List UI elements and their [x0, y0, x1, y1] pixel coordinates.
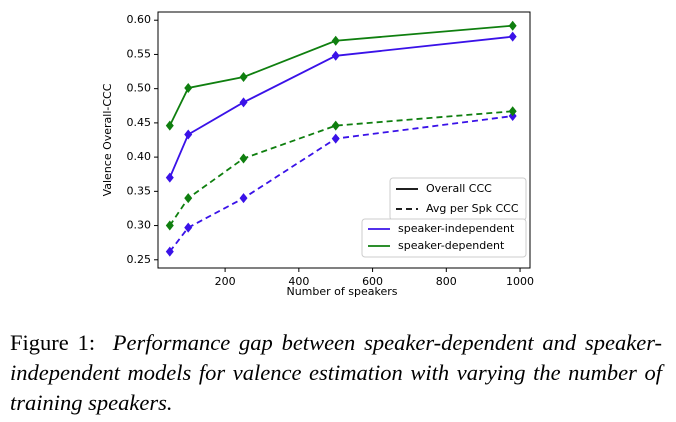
marker — [165, 246, 174, 257]
y-tick-label: 0.60 — [127, 13, 152, 26]
marker — [165, 172, 174, 183]
plot-frame — [157, 11, 531, 269]
marker — [331, 133, 340, 144]
x-tick-label: 1000 — [506, 275, 534, 288]
marker — [184, 222, 193, 233]
marker — [165, 120, 174, 131]
y-axis-label: Valence Overall-CCC — [101, 83, 114, 196]
marker — [239, 153, 248, 164]
x-tick-label: 200 — [215, 275, 236, 288]
legend-label: Avg per Spk CCC — [426, 202, 519, 215]
marker — [331, 35, 340, 46]
marker — [184, 82, 193, 93]
line — [168, 24, 513, 127]
x-tick-label: 600 — [362, 275, 383, 288]
y-tick-label: 0.50 — [127, 82, 152, 95]
caption-text: Performance gap between speaker-dependen… — [10, 330, 662, 415]
legend-box — [361, 218, 527, 258]
marker — [508, 31, 517, 42]
line — [168, 35, 513, 179]
legend-label: Overall CCC — [426, 182, 492, 195]
marker — [184, 193, 193, 204]
marker — [184, 129, 193, 140]
y-tick-label: 0.25 — [127, 253, 152, 266]
legend-label: speaker-independent — [398, 222, 515, 235]
marker — [331, 50, 340, 61]
caption: Figure 1: Performance gap between speake… — [10, 328, 662, 418]
y-tick-label: 0.45 — [127, 116, 152, 129]
marker — [239, 72, 248, 83]
marker — [239, 97, 248, 108]
y-tick-label: 0.40 — [127, 150, 152, 163]
marker — [239, 193, 248, 204]
caption-label: Figure 1: — [10, 330, 96, 355]
marker — [508, 20, 517, 31]
x-tick-label: 800 — [436, 275, 457, 288]
legend-label: speaker-dependent — [398, 239, 505, 252]
marker — [165, 220, 174, 231]
y-tick-label: 0.30 — [127, 219, 152, 232]
x-tick-label: 400 — [288, 275, 309, 288]
chart: Number of speakers Valence Overall-CCC 0… — [101, 11, 534, 298]
x-axis-label: Number of speakers — [286, 285, 397, 298]
marker — [331, 120, 340, 131]
y-tick-label: 0.35 — [127, 184, 152, 197]
marker — [508, 106, 517, 117]
y-tick-label: 0.55 — [127, 47, 152, 60]
